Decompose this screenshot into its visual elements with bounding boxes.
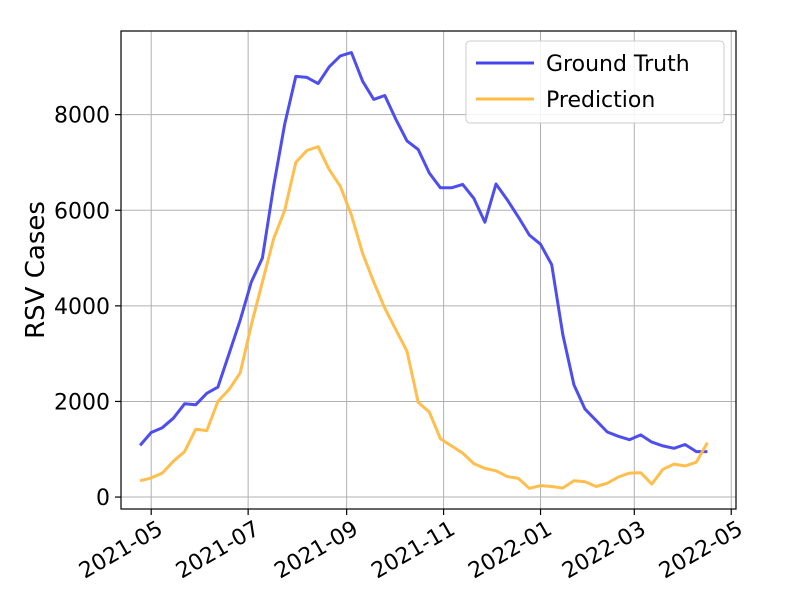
legend-label-ground-truth: Ground Truth <box>546 52 690 77</box>
y-tick-label: 8000 <box>54 104 110 129</box>
x-tick-label: 2022-03 <box>558 517 650 585</box>
axis-ticks: 2021-05 2021-07 2021-09 2021-11 2022-01 2022-… <box>54 104 747 585</box>
y-tick-label: 4000 <box>54 295 110 320</box>
y-tick-label: 6000 <box>54 199 110 224</box>
plot-frame <box>120 30 737 510</box>
x-tick-label: 2021-07 <box>172 517 264 585</box>
legend: Ground Truth Prediction <box>465 40 725 124</box>
y-tick-label: 2000 <box>54 390 110 415</box>
x-tick-label: 2022-01 <box>464 517 556 585</box>
y-tick-label: 0 <box>96 486 110 511</box>
series-lines <box>138 51 709 490</box>
legend-label-prediction: Prediction <box>546 88 655 113</box>
y-axis-label: RSV Cases <box>21 201 51 339</box>
x-tick-label: 2021-05 <box>75 517 167 585</box>
series-line-ground-truth <box>138 51 708 454</box>
x-tick-label: 2021-09 <box>271 517 363 585</box>
x-tick-label: 2022-05 <box>655 517 747 585</box>
x-tick-label: 2021-11 <box>367 517 459 585</box>
series-line-prediction <box>139 145 709 490</box>
